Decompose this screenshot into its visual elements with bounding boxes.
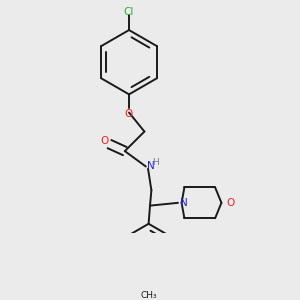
Text: O: O	[124, 109, 132, 119]
Text: O: O	[226, 198, 234, 208]
Text: O: O	[100, 136, 109, 146]
Text: N: N	[147, 160, 155, 171]
Text: CH₃: CH₃	[140, 291, 157, 300]
Text: H: H	[152, 158, 159, 167]
Text: N: N	[180, 198, 188, 208]
Text: Cl: Cl	[124, 7, 134, 17]
